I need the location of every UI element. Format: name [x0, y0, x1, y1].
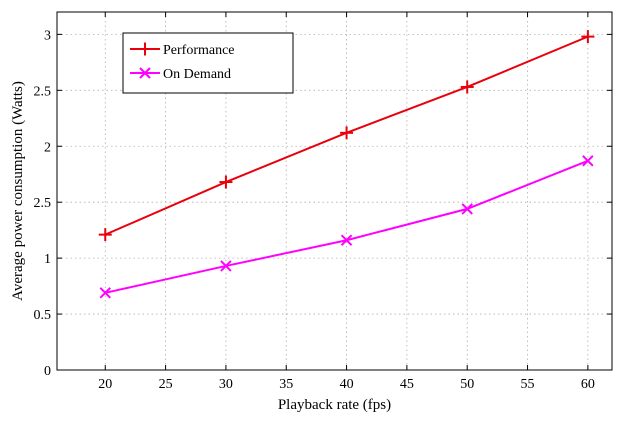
data-point [340, 234, 353, 246]
y-tick-label: 3 [44, 28, 51, 43]
point-marker-b [99, 287, 111, 299]
x-tick-label: 25 [159, 377, 173, 392]
x-tick-label: 30 [219, 377, 233, 392]
x-axis-title: Playback rate (fps) [278, 397, 391, 413]
legend-label: On Demand [163, 67, 231, 82]
x-tick-label: 50 [460, 377, 474, 392]
data-point [461, 203, 473, 215]
y-tick-label: 1 [44, 252, 51, 267]
y-tick-label: 0 [44, 364, 51, 379]
data-point [219, 175, 233, 189]
data-point [582, 155, 594, 167]
plot-area [56, 11, 613, 371]
x-tick-label: 40 [340, 377, 354, 392]
data-point [581, 30, 595, 44]
x-tick-label: 20 [98, 377, 112, 392]
data-point [98, 228, 112, 242]
data-point [99, 287, 111, 299]
legend-label: Performance [163, 43, 235, 58]
legend: Performance On Demand [122, 32, 294, 94]
point-marker-b [582, 155, 594, 167]
y-tick-label: 2.5 [34, 84, 52, 99]
data-point [460, 80, 474, 94]
x-tick-label: 55 [521, 377, 535, 392]
y-axis-title: Average power consumption (Watts) [10, 81, 26, 301]
x-tick-label: 35 [279, 377, 293, 392]
series-on-demand [99, 155, 594, 299]
data-point [220, 260, 232, 272]
point-marker-b [340, 234, 353, 246]
legend-box [122, 32, 294, 94]
axis-ticks: 20 25 30 35 40 45 50 55 60 0 0.5 1 2.5 2 2.5 3 [34, 12, 612, 392]
legend-entry: Performance [130, 42, 235, 58]
point-marker-b [220, 260, 232, 272]
series-lines [98, 30, 595, 299]
data-point [340, 126, 354, 140]
y-tick-label: 0.5 [34, 308, 52, 323]
y-tick-label: 2.5 [34, 196, 52, 211]
x-tick-label: 45 [400, 377, 414, 392]
legend-entry: On Demand [130, 67, 231, 82]
y-tick-label: 2 [44, 140, 51, 155]
point-marker-b [461, 203, 473, 215]
series-performance [98, 30, 595, 242]
legend-marker-b [139, 67, 151, 79]
x-tick-label: 60 [581, 377, 595, 392]
